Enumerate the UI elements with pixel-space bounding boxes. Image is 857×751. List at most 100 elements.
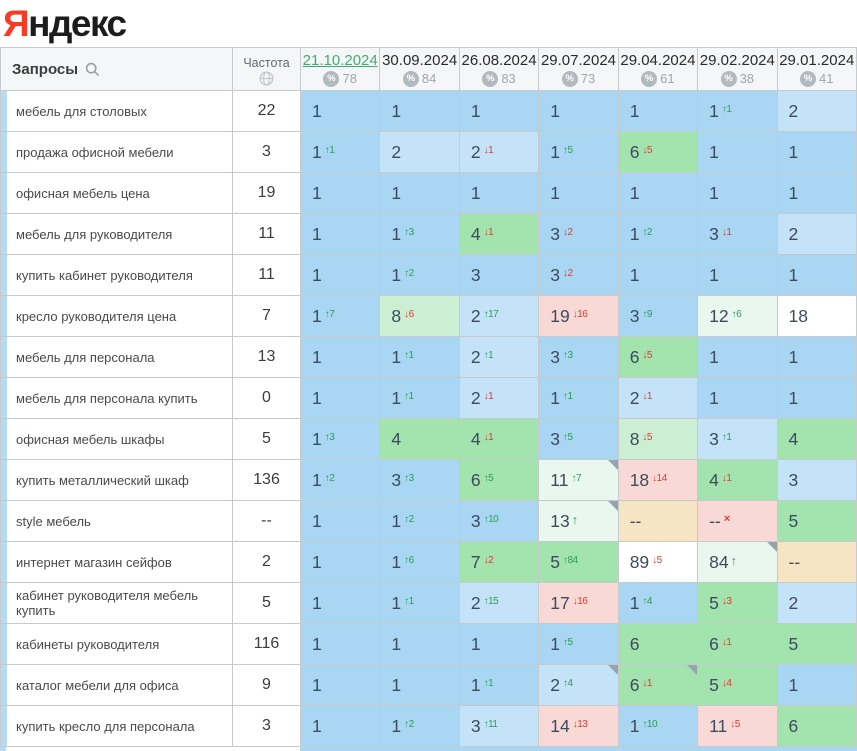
position-cell[interactable]: 1 bbox=[697, 254, 778, 296]
position-cell[interactable]: 1 bbox=[379, 623, 460, 665]
position-cell[interactable]: 4 ↓1 bbox=[458, 418, 540, 460]
position-cell[interactable]: 1 ↑1 bbox=[458, 664, 540, 706]
position-cell[interactable]: 7 ↓2 bbox=[458, 541, 540, 583]
position-cell[interactable]: 4 ↓1 bbox=[697, 459, 778, 501]
query-cell[interactable]: продажа офисной мебели bbox=[0, 131, 233, 173]
position-cell[interactable]: 1 bbox=[538, 172, 619, 214]
position-cell[interactable]: 3 bbox=[776, 459, 857, 501]
position-cell[interactable]: 1 bbox=[776, 664, 857, 706]
position-cell[interactable]: -- bbox=[617, 500, 699, 542]
position-cell[interactable]: 1 ↑5 bbox=[538, 623, 619, 665]
position-cell[interactable]: -- × bbox=[697, 500, 778, 542]
position-cell[interactable]: 1 ↑5 bbox=[538, 131, 619, 173]
position-cell[interactable]: 1 ↑2 bbox=[617, 213, 699, 255]
position-cell[interactable]: 14 ↓13 bbox=[538, 705, 619, 747]
date-link[interactable]: 29.01.2024 bbox=[779, 51, 855, 69]
position-cell[interactable]: 1 bbox=[697, 377, 778, 419]
position-cell[interactable]: 1 ↑1 bbox=[379, 336, 460, 378]
date-link[interactable]: 29.02.2024 bbox=[699, 51, 775, 69]
position-cell[interactable]: 1 ↑1 bbox=[697, 90, 778, 132]
position-cell[interactable]: 1 bbox=[538, 90, 619, 132]
queries-column-header[interactable]: Запросы bbox=[0, 47, 233, 91]
position-cell[interactable]: 6 ↓5 bbox=[617, 336, 699, 378]
position-cell[interactable]: 1 ↑1 bbox=[379, 582, 460, 624]
position-cell[interactable]: 1 ↑10 bbox=[617, 705, 699, 747]
position-cell[interactable]: 3 ↓2 bbox=[538, 213, 619, 255]
position-cell[interactable]: 1 bbox=[299, 705, 381, 747]
search-icon[interactable] bbox=[85, 62, 100, 77]
position-cell[interactable]: 18 bbox=[776, 295, 857, 337]
query-cell[interactable]: style мебель bbox=[0, 500, 233, 542]
query-cell[interactable]: кабинеты руководителя bbox=[0, 623, 233, 665]
position-cell[interactable]: 3 ↑10 bbox=[458, 500, 540, 542]
frequency-column-header[interactable]: Частота bbox=[232, 47, 301, 91]
position-cell[interactable]: 1 bbox=[299, 254, 381, 296]
position-cell[interactable]: 17 ↓16 bbox=[538, 582, 619, 624]
position-cell[interactable]: 3 ↑11 bbox=[458, 705, 540, 747]
position-cell[interactable]: 2 ↑15 bbox=[458, 582, 540, 624]
position-cell[interactable]: 1 bbox=[299, 623, 381, 665]
query-cell[interactable]: купить кабинет руководителя bbox=[0, 254, 233, 296]
position-cell[interactable]: 4 bbox=[776, 418, 857, 460]
position-cell[interactable]: 1 ↑3 bbox=[299, 418, 381, 460]
position-cell[interactable]: 1 bbox=[299, 664, 381, 706]
position-cell[interactable]: 6 ↓1 bbox=[617, 664, 699, 706]
query-cell[interactable]: мебель для руководителя bbox=[0, 213, 233, 255]
position-cell[interactable]: 1 bbox=[379, 172, 460, 214]
position-cell[interactable]: 1 bbox=[299, 541, 381, 583]
date-column-header[interactable]: 26.08.2024% 83 bbox=[458, 47, 540, 91]
position-cell[interactable]: 1 bbox=[299, 213, 381, 255]
position-cell[interactable]: 1 bbox=[379, 90, 460, 132]
position-cell[interactable]: 1 bbox=[776, 254, 857, 296]
position-cell[interactable]: 6 bbox=[617, 623, 699, 665]
position-cell[interactable]: 1 bbox=[458, 623, 540, 665]
position-cell[interactable]: 6 bbox=[776, 705, 857, 747]
position-cell[interactable]: 1 bbox=[617, 90, 699, 132]
position-cell[interactable]: 84 ↑ bbox=[697, 541, 778, 583]
position-cell[interactable]: 3 ↑3 bbox=[538, 336, 619, 378]
position-cell[interactable]: 2 ↓1 bbox=[458, 377, 540, 419]
position-cell[interactable]: 8 ↓5 bbox=[617, 418, 699, 460]
position-cell[interactable]: 2 bbox=[776, 213, 857, 255]
query-cell[interactable]: мебель для персонала купить bbox=[0, 377, 233, 419]
position-cell[interactable]: 1 ↑1 bbox=[299, 131, 381, 173]
query-cell[interactable]: офисная мебель шкафы bbox=[0, 418, 233, 460]
date-link[interactable]: 29.04.2024 bbox=[620, 51, 696, 69]
position-cell[interactable]: 1 bbox=[458, 172, 540, 214]
position-cell[interactable]: 5 bbox=[776, 623, 857, 665]
query-cell[interactable]: интернет магазин сейфов bbox=[0, 541, 233, 583]
position-cell[interactable]: 2 ↓1 bbox=[617, 377, 699, 419]
date-column-header[interactable]: 29.02.2024% 38 bbox=[697, 47, 778, 91]
date-column-header[interactable]: 29.04.2024% 61 bbox=[617, 47, 699, 91]
position-cell[interactable]: 2 bbox=[776, 582, 857, 624]
position-cell[interactable]: 3 bbox=[458, 254, 540, 296]
date-column-header[interactable]: 21.10.2024% 78 bbox=[299, 47, 381, 91]
position-cell[interactable]: 1 bbox=[617, 254, 699, 296]
position-cell[interactable]: -- bbox=[776, 541, 857, 583]
position-cell[interactable]: 3 ↑3 bbox=[379, 459, 460, 501]
position-cell[interactable]: 2 ↓1 bbox=[458, 131, 540, 173]
position-cell[interactable]: 3 ↓2 bbox=[538, 254, 619, 296]
position-cell[interactable]: 1 ↑2 bbox=[379, 500, 460, 542]
position-cell[interactable]: 2 bbox=[379, 131, 460, 173]
query-cell[interactable]: купить кресло для персонала bbox=[0, 705, 233, 747]
position-cell[interactable]: 1 bbox=[299, 500, 381, 542]
date-column-header[interactable]: 30.09.2024% 84 bbox=[379, 47, 460, 91]
position-cell[interactable]: 12 ↑6 bbox=[697, 295, 778, 337]
position-cell[interactable]: 2 bbox=[776, 90, 857, 132]
date-column-header[interactable]: 29.01.2024% 41 bbox=[776, 47, 857, 91]
position-cell[interactable]: 1 bbox=[299, 582, 381, 624]
query-cell[interactable]: офисная мебель цена bbox=[0, 172, 233, 214]
position-cell[interactable]: 6 ↑5 bbox=[458, 459, 540, 501]
query-cell[interactable]: кабинет руководителя мебель купить bbox=[0, 582, 233, 624]
position-cell[interactable]: 19 ↓16 bbox=[538, 295, 619, 337]
query-cell[interactable]: купить металлический шкаф bbox=[0, 459, 233, 501]
position-cell[interactable]: 1 ↑6 bbox=[379, 541, 460, 583]
position-cell[interactable]: 1 bbox=[697, 172, 778, 214]
position-cell[interactable]: 8 ↓6 bbox=[379, 295, 460, 337]
position-cell[interactable]: 5 ↓3 bbox=[697, 582, 778, 624]
position-cell[interactable]: 2 ↑17 bbox=[458, 295, 540, 337]
position-cell[interactable]: 1 ↑1 bbox=[379, 377, 460, 419]
query-cell[interactable]: кресло руководителя цена bbox=[0, 295, 233, 337]
position-cell[interactable]: 13 ↑ bbox=[538, 500, 619, 542]
